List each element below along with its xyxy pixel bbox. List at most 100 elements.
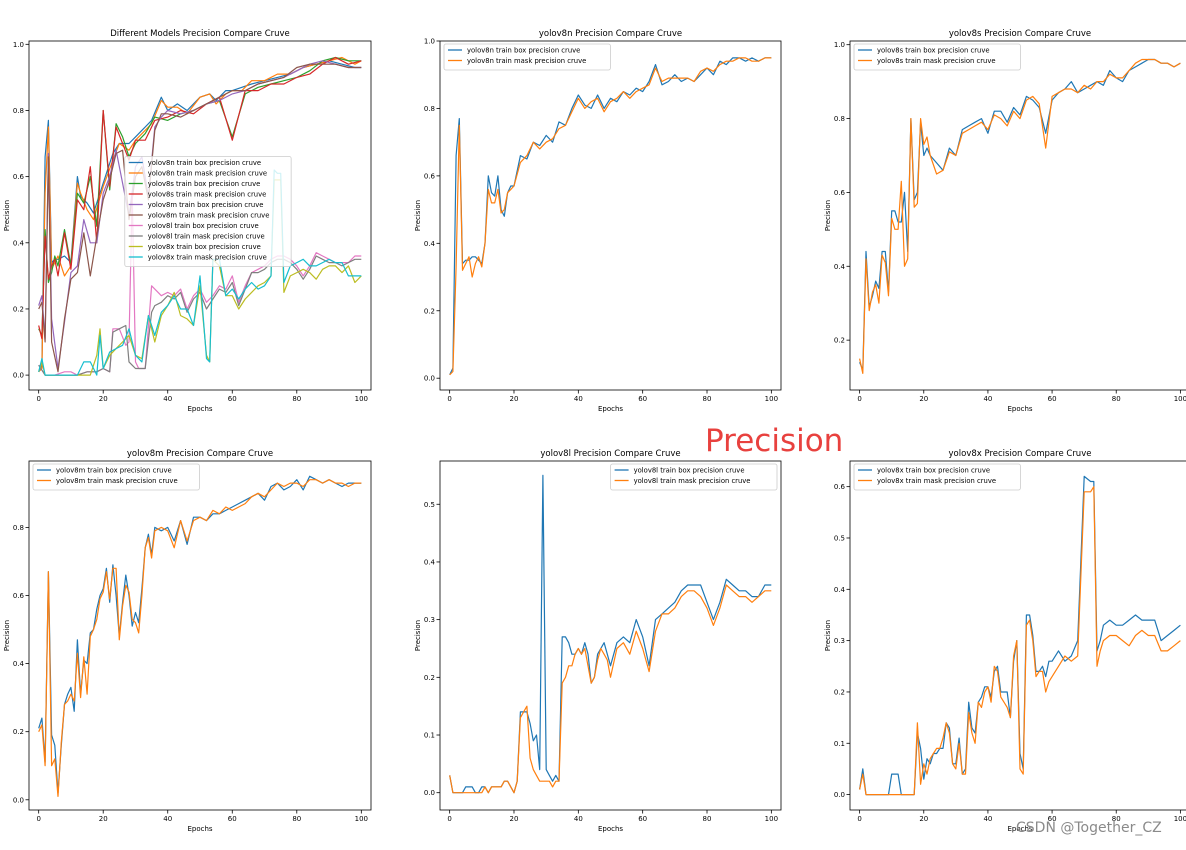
y-tick-label: 1.0: [834, 41, 845, 49]
chart-title: Different Models Precision Compare Cruve: [110, 29, 290, 39]
legend-label: yolov8s train box precision cruve: [877, 47, 990, 55]
x-tick-label: 80: [292, 395, 301, 403]
x-axis-label: Epochs: [1007, 405, 1032, 413]
x-tick-label: 0: [857, 815, 861, 823]
y-tick-label: 0.2: [424, 307, 435, 315]
x-tick-label: 20: [510, 395, 519, 403]
y-tick-label: 0.4: [424, 558, 436, 566]
y-axis-label: Precision: [3, 200, 11, 231]
legend-box: [853, 43, 1021, 71]
chart-title: yolov8n Precision Compare Cruve: [539, 29, 682, 39]
y-tick-label: 0.1: [834, 740, 845, 748]
y-tick-label: 0.2: [13, 305, 24, 313]
legend-label: yolov8x train box precision cruve: [877, 467, 990, 475]
plot-area: [440, 461, 781, 810]
x-tick-label: 100: [355, 815, 368, 823]
plot-area: [29, 461, 371, 810]
chart-panel-4: yolov8l Precision Compare Cruve Epochs Pre…: [414, 449, 782, 833]
plot-area: [850, 461, 1186, 810]
chart-title: yolov8s Precision Compare Cruve: [949, 29, 1091, 39]
y-axis-label: Precision: [414, 620, 422, 651]
x-axis-label: Epochs: [187, 825, 212, 833]
legend: yolov8m train box precision cruve yolov8m…: [32, 463, 200, 491]
y-axis-label: Precision: [824, 620, 832, 651]
y-tick-label: 1.0: [424, 38, 435, 46]
legend-label: yolov8m train box precision cruve: [148, 201, 264, 209]
y-tick-label: 0.2: [834, 688, 845, 696]
legend-label: yolov8s train mask precision cruve: [148, 191, 267, 199]
legend-label: yolov8s train mask precision cruve: [877, 57, 996, 65]
x-tick-label: 60: [638, 815, 647, 823]
chart-panel-2: yolov8s Precision Compare Cruve Epochs Pre…: [824, 29, 1186, 413]
y-tick-label: 0.4: [13, 660, 25, 668]
legend-box: [610, 463, 778, 491]
series-line: [38, 56, 362, 336]
legend-label: yolov8x train mask precision cruve: [877, 477, 996, 485]
y-tick-label: 0.6: [13, 173, 25, 181]
y-tick-label: 0.2: [13, 728, 24, 736]
chart-panel-5: yolov8x Precision Compare Cruve Epochs Pre…: [824, 449, 1186, 833]
y-tick-label: 0.3: [424, 616, 435, 624]
plot-frame: [849, 460, 1186, 811]
chart-title: yolov8m Precision Compare Cruve: [127, 449, 273, 459]
y-tick-label: 0.0: [834, 791, 845, 799]
legend-label: yolov8s train box precision cruve: [148, 180, 261, 188]
series-line: [859, 486, 1181, 796]
chart-panel-0: Different Models Precision Compare Cruve…: [3, 29, 372, 413]
x-tick-label: 0: [36, 815, 40, 823]
series-line: [859, 58, 1181, 374]
y-axis-label: Precision: [824, 200, 832, 231]
legend-box: [853, 463, 1021, 491]
x-tick-label: 20: [510, 815, 519, 823]
x-tick-label: 100: [1174, 395, 1186, 403]
y-tick-label: 0.0: [13, 796, 24, 804]
x-axis-label: Epochs: [187, 405, 212, 413]
series-line: [38, 255, 362, 376]
plot-frame: [849, 40, 1186, 391]
x-tick-label: 20: [99, 395, 108, 403]
series-line: [38, 479, 362, 798]
x-axis-label: Epochs: [598, 825, 623, 833]
series-line: [449, 584, 772, 794]
plot-frame: [28, 40, 372, 391]
y-tick-label: 0.8: [424, 105, 435, 113]
x-tick-label: 80: [703, 815, 712, 823]
x-tick-label: 20: [919, 815, 928, 823]
y-tick-label: 0.4: [834, 586, 846, 594]
legend-label: yolov8n train box precision cruve: [467, 47, 580, 55]
x-tick-label: 80: [703, 395, 712, 403]
y-tick-label: 0.5: [834, 534, 845, 542]
y-tick-label: 0.8: [13, 524, 24, 532]
legend-label: yolov8l train mask precision cruve: [634, 477, 751, 485]
plot-frame: [28, 460, 372, 811]
y-tick-label: 0.0: [424, 789, 435, 797]
x-tick-label: 60: [1048, 395, 1057, 403]
legend-box: [32, 463, 200, 491]
legend-box: [124, 156, 292, 267]
x-tick-label: 80: [1112, 815, 1121, 823]
legend: yolov8x train box precision cruve yolov8x…: [853, 463, 1021, 491]
x-tick-label: 40: [574, 815, 583, 823]
x-tick-label: 0: [36, 395, 40, 403]
x-tick-label: 40: [983, 815, 992, 823]
x-tick-label: 80: [292, 815, 301, 823]
y-tick-label: 0.6: [13, 592, 25, 600]
legend-label: yolov8m train mask precision cruve: [56, 477, 178, 485]
x-tick-label: 0: [857, 395, 861, 403]
y-tick-label: 0.8: [834, 115, 845, 123]
watermark: CSDN @Together_CZ: [1016, 820, 1162, 836]
y-tick-label: 0.6: [424, 172, 436, 180]
x-axis-label: Epochs: [1007, 825, 1032, 833]
x-tick-label: 100: [765, 395, 778, 403]
series-line: [38, 56, 362, 373]
x-tick-label: 60: [1048, 815, 1057, 823]
y-tick-label: 1.0: [13, 41, 24, 49]
legend: yolov8n train box precision cruve yolov8n…: [124, 156, 292, 267]
legend-label: yolov8l train box precision cruve: [148, 222, 259, 230]
x-tick-label: 40: [163, 815, 172, 823]
x-tick-label: 60: [228, 815, 237, 823]
y-tick-label: 0.0: [424, 375, 435, 383]
y-tick-label: 0.0: [13, 372, 24, 380]
legend-box: [443, 43, 611, 71]
